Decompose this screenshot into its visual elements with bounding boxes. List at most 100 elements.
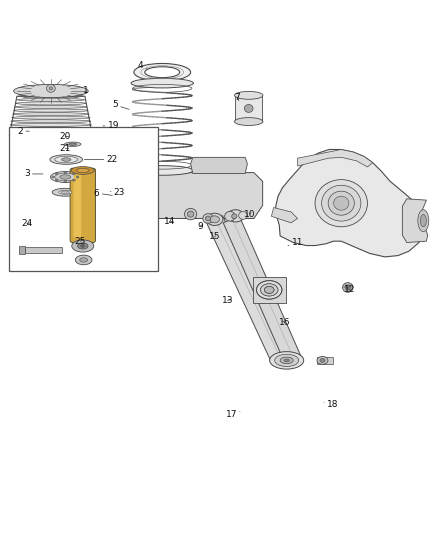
Ellipse shape [60, 175, 71, 179]
Text: 19: 19 [103, 122, 119, 131]
Ellipse shape [126, 187, 138, 198]
Text: 5: 5 [112, 100, 129, 109]
Ellipse shape [117, 179, 146, 206]
Ellipse shape [52, 176, 54, 178]
Ellipse shape [46, 180, 56, 183]
Ellipse shape [418, 210, 429, 231]
Ellipse shape [64, 180, 67, 182]
Ellipse shape [261, 284, 278, 296]
Ellipse shape [10, 141, 92, 144]
Ellipse shape [55, 173, 58, 175]
Ellipse shape [61, 191, 70, 193]
Text: 4: 4 [138, 61, 148, 70]
Text: 10: 10 [244, 209, 255, 219]
Ellipse shape [17, 169, 85, 173]
Ellipse shape [225, 212, 235, 221]
Ellipse shape [14, 197, 27, 213]
Text: 17: 17 [226, 409, 240, 418]
Ellipse shape [64, 172, 67, 174]
Ellipse shape [72, 240, 94, 252]
Polygon shape [403, 199, 427, 243]
Polygon shape [19, 246, 25, 254]
Bar [10, 127, 158, 271]
Ellipse shape [75, 255, 92, 265]
Ellipse shape [187, 211, 194, 217]
Polygon shape [272, 207, 297, 223]
Ellipse shape [270, 352, 304, 369]
Ellipse shape [134, 63, 191, 81]
Text: 16: 16 [279, 318, 290, 327]
Polygon shape [119, 173, 263, 219]
Ellipse shape [420, 215, 426, 227]
Ellipse shape [10, 134, 92, 137]
Ellipse shape [284, 359, 289, 362]
Ellipse shape [76, 176, 79, 178]
Ellipse shape [203, 214, 213, 223]
Ellipse shape [315, 180, 367, 227]
Ellipse shape [275, 354, 299, 367]
Ellipse shape [69, 143, 77, 146]
Ellipse shape [184, 208, 197, 220]
Ellipse shape [50, 155, 82, 164]
Text: 12: 12 [344, 285, 356, 294]
Ellipse shape [239, 212, 247, 220]
Ellipse shape [131, 78, 194, 88]
Text: 11: 11 [288, 238, 304, 247]
Ellipse shape [328, 191, 354, 215]
Polygon shape [20, 197, 92, 213]
Ellipse shape [232, 214, 237, 219]
Ellipse shape [205, 216, 211, 221]
Ellipse shape [55, 173, 76, 181]
Text: 22: 22 [84, 155, 118, 164]
Polygon shape [317, 357, 332, 364]
Ellipse shape [10, 123, 92, 126]
Ellipse shape [244, 104, 253, 112]
Ellipse shape [131, 166, 194, 175]
Ellipse shape [80, 258, 88, 262]
Ellipse shape [345, 285, 351, 290]
Polygon shape [79, 203, 87, 227]
Ellipse shape [320, 358, 325, 362]
Text: 9: 9 [197, 222, 203, 231]
Ellipse shape [234, 118, 263, 125]
Ellipse shape [227, 210, 244, 222]
Ellipse shape [42, 178, 60, 184]
Ellipse shape [257, 281, 282, 299]
Ellipse shape [17, 98, 85, 101]
Text: 15: 15 [209, 232, 220, 241]
Ellipse shape [210, 216, 219, 223]
Ellipse shape [234, 92, 263, 99]
Ellipse shape [10, 138, 92, 141]
Polygon shape [207, 216, 288, 364]
Ellipse shape [55, 156, 78, 163]
Ellipse shape [18, 95, 83, 98]
Ellipse shape [52, 188, 78, 196]
FancyBboxPatch shape [74, 173, 81, 238]
Ellipse shape [18, 173, 83, 176]
Text: 6: 6 [94, 189, 112, 198]
Ellipse shape [145, 67, 180, 78]
Ellipse shape [121, 182, 142, 202]
Text: 14: 14 [164, 217, 176, 227]
Ellipse shape [280, 357, 293, 364]
Text: 13: 13 [222, 296, 233, 305]
Text: 23: 23 [110, 188, 125, 197]
Ellipse shape [49, 87, 53, 90]
Ellipse shape [16, 102, 86, 105]
Ellipse shape [50, 172, 80, 182]
Ellipse shape [14, 109, 88, 112]
Ellipse shape [64, 142, 81, 147]
Polygon shape [25, 247, 62, 253]
Ellipse shape [10, 131, 92, 133]
Ellipse shape [265, 286, 274, 293]
Text: 25: 25 [74, 237, 86, 246]
Ellipse shape [12, 116, 90, 119]
Ellipse shape [13, 112, 89, 116]
Text: 2: 2 [18, 127, 29, 136]
Ellipse shape [59, 190, 72, 194]
Text: 7: 7 [234, 93, 240, 102]
Ellipse shape [10, 144, 92, 148]
FancyBboxPatch shape [70, 168, 95, 243]
Ellipse shape [261, 284, 278, 296]
Ellipse shape [129, 189, 135, 195]
